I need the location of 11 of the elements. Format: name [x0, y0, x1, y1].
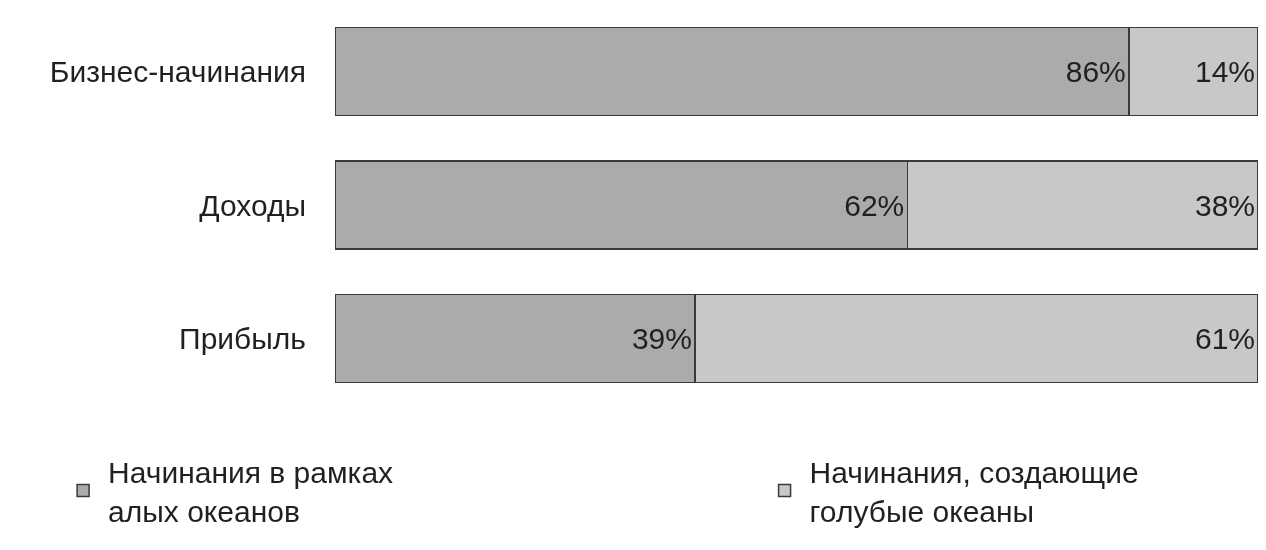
legend-label: Начинания, создающие голубые океаны [809, 455, 1139, 528]
data-label: 14% [1194, 55, 1255, 89]
y-tick-label: Доходы [199, 188, 306, 222]
data-label: 38% [1194, 188, 1255, 222]
y-tick-label: Прибыль [179, 321, 306, 355]
data-label: 61% [1194, 321, 1255, 355]
y-tick-label: Бизнес-начинания [49, 55, 306, 89]
legend-label: Начинания в рамках алых океанов [108, 455, 394, 528]
data-label: 39% [631, 321, 692, 355]
data-label: 62% [844, 188, 905, 222]
data-label: 86% [1065, 55, 1126, 89]
